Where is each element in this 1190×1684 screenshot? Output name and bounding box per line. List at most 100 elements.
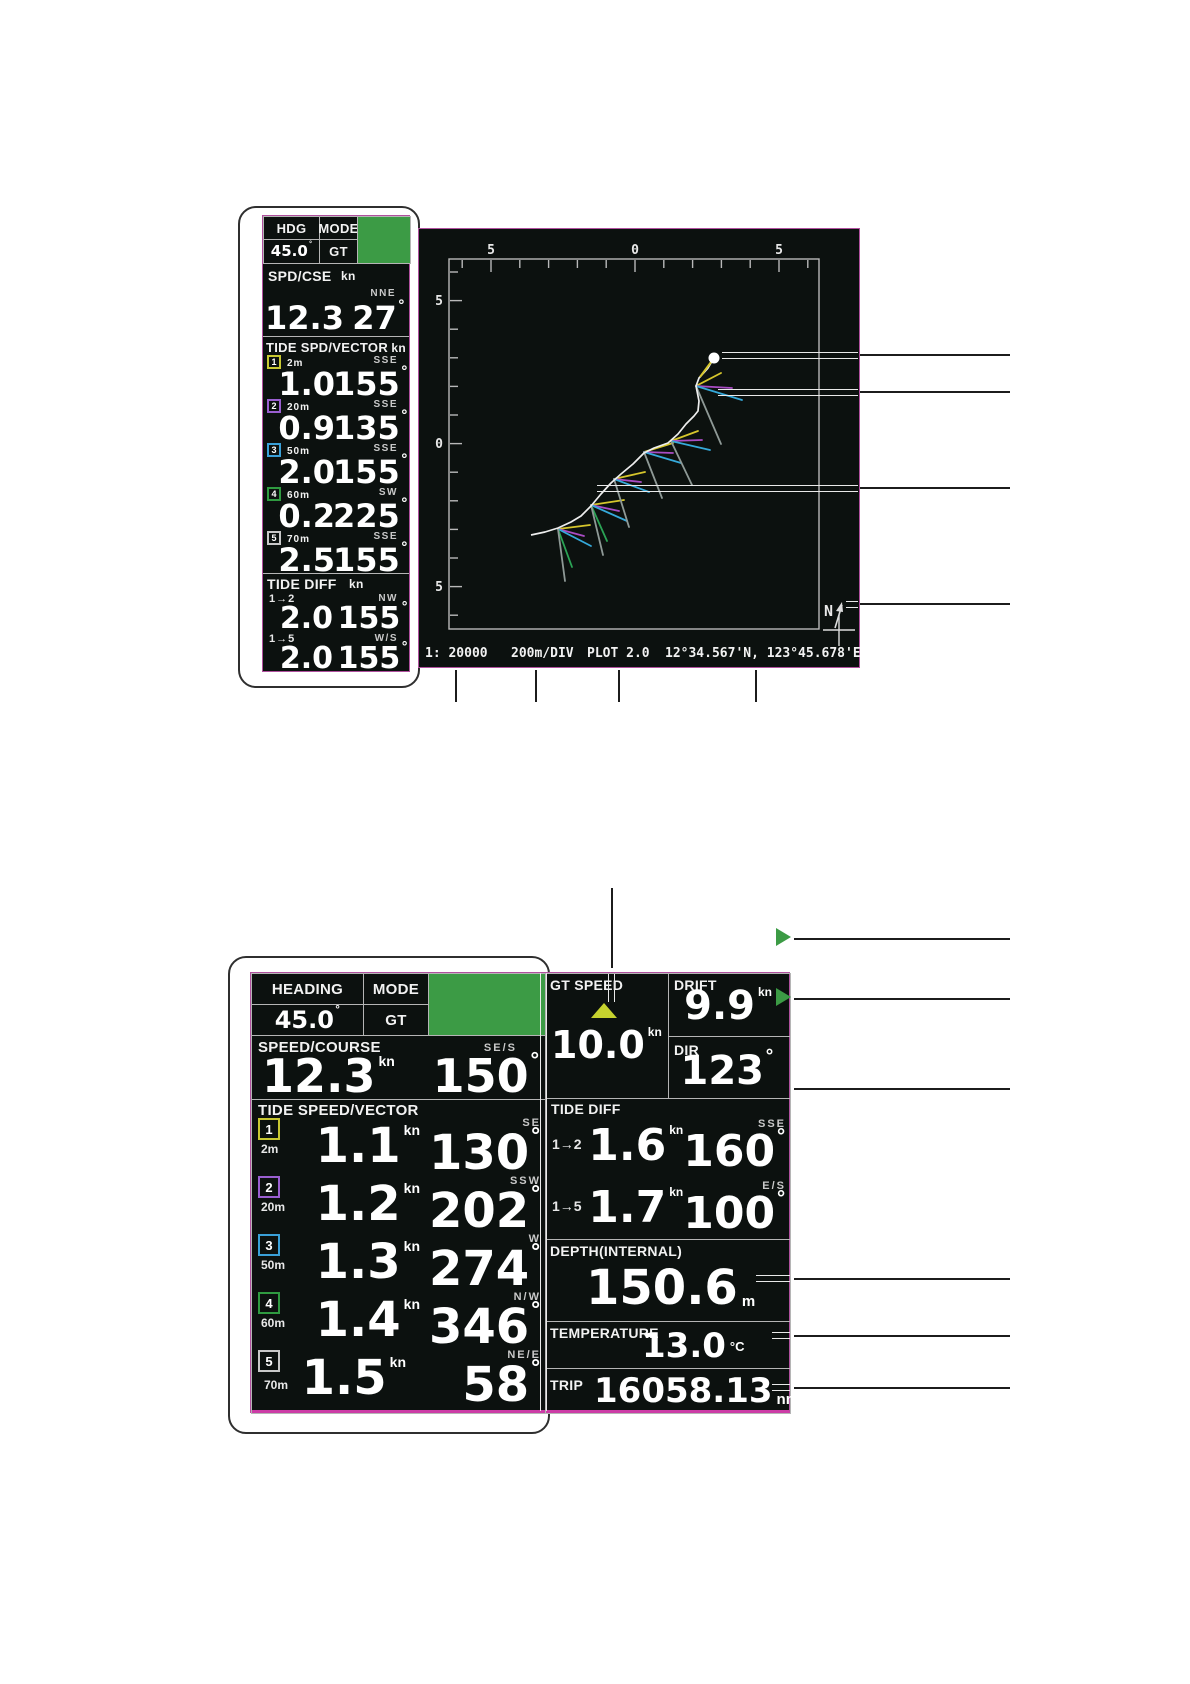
tide-speed-value: 0.2 <box>278 497 335 535</box>
marker-box-4: 4 <box>258 1292 280 1314</box>
diff-direction: SSE 160 ° <box>683 1118 786 1174</box>
spd-cse-label: SPD/CSE <box>268 268 332 284</box>
degree-symbol: ° <box>308 240 313 248</box>
leader-line <box>608 974 615 1002</box>
compass-label: NW <box>378 593 398 604</box>
mode-label-cell: MODE <box>318 216 358 240</box>
compass-label: SSE <box>373 443 398 454</box>
depth-marker: 4 60m <box>258 1292 294 1330</box>
hdg-label: HDG <box>276 220 307 236</box>
pair-label: 1→5 <box>269 633 296 645</box>
mode-indicator-box <box>357 216 411 264</box>
drift-value: 9.9 <box>684 983 755 1029</box>
tide-row-1: 1 2m SSE 1.0 155 ° <box>263 355 411 400</box>
tide-degree-value: 225 <box>333 497 400 535</box>
diff-degree-value: 155 <box>337 641 401 676</box>
drift-label: DRIFT <box>674 977 717 993</box>
tide-degree-row: 155 ° <box>333 453 408 488</box>
temperature-value: 13.0 <box>642 1326 726 1366</box>
diff-direction: E/S 100 ° <box>683 1180 786 1236</box>
tide-row-3: 3 50m SSE 2.0 155 ° <box>263 443 411 491</box>
marker-box-4: 4 <box>267 487 281 501</box>
degree-symbol: ° <box>530 1298 541 1323</box>
section-divider <box>263 573 409 574</box>
drift-cell: DRIFT 9.9 kn <box>668 973 791 1037</box>
tide-diff-row-1: 1→2 1.6 kn SSE 160 ° <box>552 1116 786 1178</box>
diff-degree-row: 155 ° <box>337 640 408 676</box>
mode-value: GT <box>329 244 348 259</box>
degree-symbol: ° <box>400 408 408 424</box>
marker-number: 3 <box>265 1237 273 1253</box>
depth-cell: DEPTH(INTERNAL) 150.6 m <box>545 1239 791 1322</box>
degree-symbol: ° <box>397 298 405 314</box>
tide-diff-label: TIDE DIFF <box>267 576 337 592</box>
unit-kn: kn <box>669 1185 684 1199</box>
leader-line <box>455 670 457 702</box>
depth-label: 20m <box>287 402 311 413</box>
unit-kn: kn <box>403 1122 420 1138</box>
tide-degree-value: 274 <box>429 1241 530 1297</box>
tide-speed-value: 1.3 <box>315 1234 401 1290</box>
speed-course-label: SPEED/COURSE <box>258 1039 381 1056</box>
degree-symbol: ° <box>529 1048 540 1072</box>
marker-box-5: 5 <box>267 531 281 545</box>
leader-line <box>794 998 1010 1000</box>
mode-label-cell: MODE <box>363 973 429 1005</box>
gt-speed-value: 10.0 <box>551 1023 645 1067</box>
leader-line <box>772 1384 790 1391</box>
leader-line <box>756 1275 790 1282</box>
speed-value-row: 12.3 kn <box>262 1053 395 1099</box>
depth-label: 50m <box>261 1258 286 1272</box>
leader-line <box>722 352 858 359</box>
top-display-sidebar: HDG MODE 45.0 ° GT SPD/CSE kn NNE 12.3 27… <box>262 215 411 676</box>
tide-speed-value: 2.0 <box>278 453 335 491</box>
spd-cse-unit: kn <box>341 269 356 283</box>
depth-label: 70m <box>264 1378 289 1392</box>
depth-label: 60m <box>287 490 311 501</box>
marker-box-2: 2 <box>267 399 281 413</box>
tide-speed-value: 1.2 <box>315 1176 401 1232</box>
leader-line <box>755 670 757 702</box>
leader-line <box>860 487 1010 489</box>
tide-degree-value: 155 <box>333 541 400 579</box>
diff-degree-value: 155 <box>337 601 401 636</box>
tide-degree-row: 155 ° <box>333 541 408 579</box>
unit-kn: kn <box>403 1296 420 1312</box>
plot-scale: 1: 20000 <box>425 646 488 661</box>
unit-degc: °C <box>729 1339 745 1354</box>
hdg-value: 45.0 <box>270 242 308 260</box>
heading-label-cell: HEADING <box>251 973 364 1005</box>
gt-speed-cell: GT SPEED 10.0 kn <box>545 973 669 1099</box>
pair-label: 1→5 <box>552 1198 582 1214</box>
pair-label: 1→2 <box>269 593 296 605</box>
speed-value: 12.3 <box>262 1049 376 1103</box>
tide-direction: SE 130 ° <box>429 1117 541 1177</box>
depth-marker: 2 20m <box>258 1176 294 1214</box>
svg-text:5: 5 <box>775 243 783 258</box>
marker-number: 4 <box>271 489 277 499</box>
course-compass-label: NNE <box>370 288 396 299</box>
svg-text:5: 5 <box>435 294 443 309</box>
leader-line <box>718 389 858 396</box>
dir-cell: DIR 123 ° <box>668 1036 791 1099</box>
leader-line <box>772 1332 790 1339</box>
depth-value-row: 150.6 m <box>586 1264 755 1312</box>
depth-label: 50m <box>287 446 311 457</box>
leader-line <box>794 1278 1010 1280</box>
marker-number: 1 <box>271 357 277 367</box>
tide-speed-value: 1.4 <box>315 1292 401 1348</box>
unit-m: m <box>741 1293 756 1310</box>
tide-diff-row-1: 1→2 NW 2.0 155 ° <box>263 593 411 636</box>
unit-kn: kn <box>389 1354 406 1370</box>
tide-degree-row: 135 ° <box>333 408 408 444</box>
depth-section-label: DEPTH(INTERNAL) <box>550 1243 683 1259</box>
tide-row-1: 1 2m 1.1 kn SE 130 ° <box>258 1117 541 1177</box>
up-triangle-icon <box>591 1003 617 1018</box>
temperature-value-row: 13.0 °C <box>642 1329 744 1363</box>
heading-label: HEADING <box>271 980 344 998</box>
marker-number: 5 <box>271 533 277 543</box>
compass-label: SSE <box>757 1118 786 1130</box>
course-value: 150 <box>432 1049 529 1103</box>
tide-diff-label: TIDE DIFF <box>551 1101 621 1117</box>
diff-speed-value: 1.6 <box>588 1120 667 1171</box>
